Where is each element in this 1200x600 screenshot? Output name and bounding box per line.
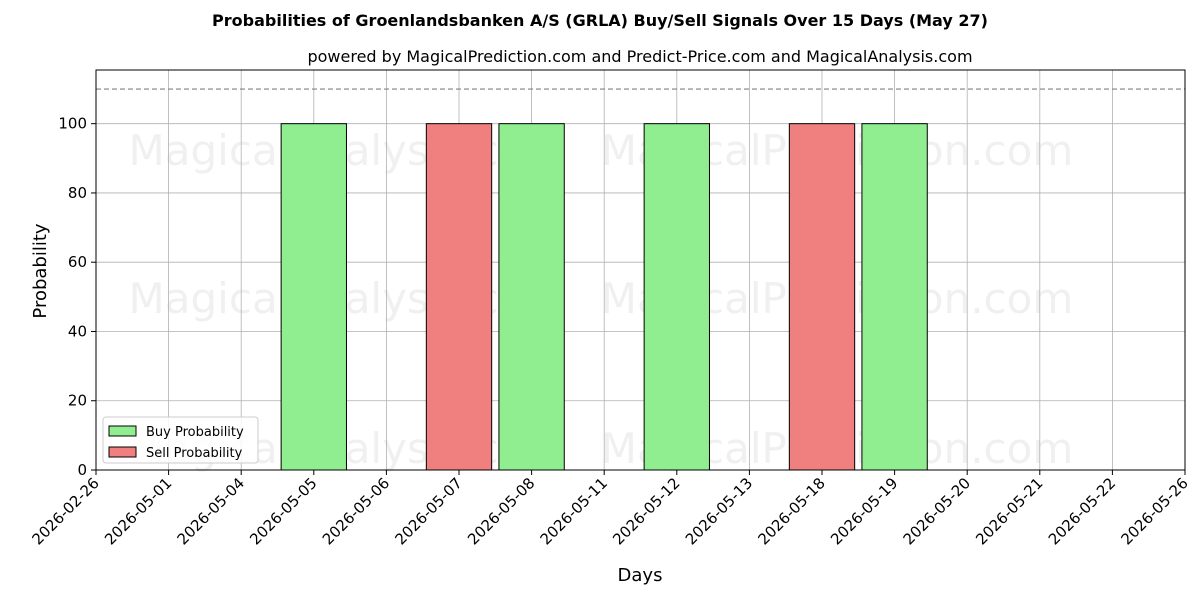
x-tick-label: 2026-05-06 bbox=[319, 474, 393, 548]
x-tick-label: 2026-05-12 bbox=[609, 474, 683, 548]
watermarks: MagicalAnalysis.comMagicalPrediction.com… bbox=[129, 126, 1074, 473]
x-tick-label: 2026-02-26 bbox=[28, 474, 102, 548]
x-tick-label: 2026-05-26 bbox=[1117, 474, 1191, 548]
bars bbox=[280, 123, 928, 471]
x-tick-label: 2026-05-22 bbox=[1045, 474, 1119, 548]
x-tick-label: 2026-05-13 bbox=[682, 474, 756, 548]
y-tick-label: 20 bbox=[68, 392, 87, 410]
plot-frame bbox=[95, 69, 1186, 471]
x-tick-label: 2026-05-01 bbox=[101, 474, 175, 548]
x-axis-label: Days bbox=[618, 565, 663, 586]
y-tick-label: 40 bbox=[68, 322, 87, 340]
legend-swatch bbox=[108, 446, 137, 458]
sell-bar-2026-05-18 bbox=[788, 123, 856, 471]
x-tick-label: 2026-05-21 bbox=[972, 474, 1046, 548]
x-tick-label: 2026-05-20 bbox=[900, 474, 974, 548]
y-tick-label: 100 bbox=[58, 115, 87, 133]
buy-bar-2026-05-19 bbox=[861, 123, 928, 471]
x-tick-label: 2026-05-18 bbox=[754, 474, 828, 548]
x-tick-label: 2026-05-04 bbox=[174, 474, 248, 548]
legend-swatch bbox=[108, 425, 137, 437]
x-tick-label: 2026-05-08 bbox=[464, 474, 538, 548]
buy-bar-2026-05-05 bbox=[280, 123, 347, 471]
legend: Buy Probability Sell Probability bbox=[102, 416, 259, 464]
y-tick-label: 80 bbox=[68, 184, 87, 202]
watermark-text: MagicalAnalysis.com bbox=[129, 126, 566, 175]
x-tick-label: 2026-05-19 bbox=[827, 474, 901, 548]
legend-label: Sell Probability bbox=[146, 446, 243, 461]
y-tick-label: 0 bbox=[77, 461, 87, 479]
buy-bar-2026-05-08 bbox=[498, 123, 565, 471]
x-axis-ticks: 2026-02-262026-05-012026-05-042026-05-05… bbox=[28, 470, 1192, 548]
chart-subtitle: powered by MagicalPrediction.com and Pre… bbox=[307, 47, 972, 66]
legend-box bbox=[102, 416, 259, 464]
x-tick-label: 2026-05-11 bbox=[537, 474, 611, 548]
y-axis-ticks: 0 20 40 60 80 100 bbox=[58, 115, 96, 479]
legend-label: Buy Probability bbox=[146, 425, 244, 440]
sell-bar-2026-05-07 bbox=[425, 123, 493, 471]
x-tick-label: 2026-05-07 bbox=[391, 474, 465, 548]
y-axis-label: Probability bbox=[30, 223, 51, 318]
buy-bar-2026-05-12 bbox=[643, 123, 710, 471]
chart-title: Probabilities of Groenlandsbanken A/S (G… bbox=[212, 11, 988, 30]
y-tick-label: 60 bbox=[68, 253, 87, 271]
watermark-text: MagicalAnalysis.com bbox=[129, 274, 566, 323]
x-tick-label: 2026-05-05 bbox=[246, 474, 320, 548]
